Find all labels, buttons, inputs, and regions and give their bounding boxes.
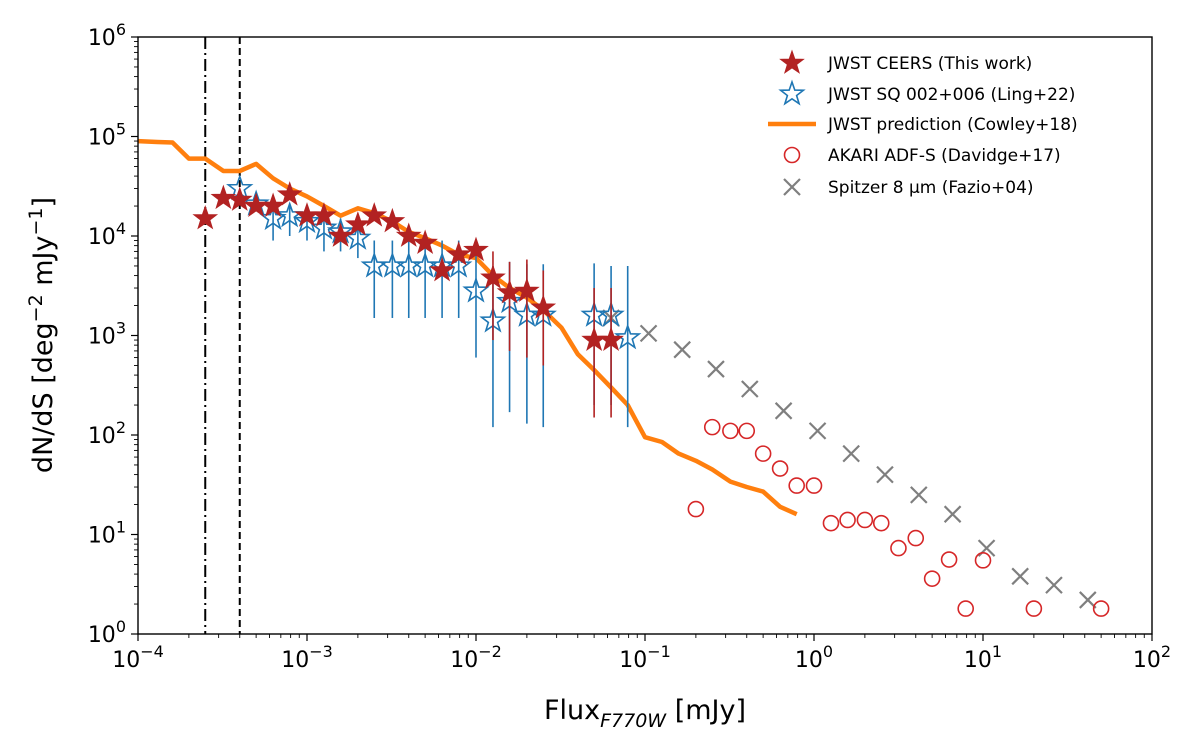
- y-tick-label: 100: [88, 617, 126, 648]
- open-circle-point: [957, 600, 974, 617]
- open-circle-point: [722, 422, 739, 440]
- open-star-point: [310, 213, 338, 240]
- filled-star-point: [345, 211, 371, 236]
- x-point: [741, 380, 759, 398]
- legend-label-spitzer: Spitzer 8 μm (Fazio+04): [828, 178, 1034, 198]
- x-tick-label: 10−3: [281, 642, 333, 673]
- filled-star-point: [226, 186, 253, 211]
- filled-star-point: [311, 202, 337, 227]
- legend-entry-spitzer: Spitzer 8 μm (Fazio+04): [783, 178, 1034, 198]
- x-tick-label: 101: [964, 642, 1002, 673]
- open-circle-point: [1025, 600, 1043, 617]
- filled-star-point: [463, 236, 489, 262]
- legend-label-cowley: JWST prediction (Cowley+18): [827, 115, 1078, 135]
- open-circle-point: [907, 529, 925, 547]
- open-circle-point: [805, 477, 823, 494]
- y-tick-label: 105: [88, 120, 126, 151]
- filled-star-point: [192, 204, 219, 230]
- x-point: [1045, 576, 1063, 594]
- legend-entry-cowley: JWST prediction (Cowley+18): [768, 115, 1078, 135]
- open-circle-point: [687, 500, 705, 518]
- open-circle-point: [890, 539, 907, 557]
- series-3: [687, 418, 1110, 617]
- y-axis-label: dN/dS [deg−2 mJy−1]: [25, 197, 59, 473]
- x-tick-label: 102: [1133, 642, 1171, 673]
- legend-entry-ling: JWST SQ 002+006 (Ling+22): [778, 79, 1075, 106]
- y-tick-label: 102: [88, 418, 126, 449]
- x-point: [1011, 567, 1029, 586]
- legend-entry-akari: AKARI ADF-S (Davidge+17): [783, 146, 1061, 166]
- series-2: [137, 138, 798, 517]
- legend-label-akari: AKARI ADF-S (Davidge+17): [828, 146, 1061, 166]
- open-circle-point: [703, 418, 721, 436]
- open-circle-point: [822, 514, 840, 532]
- filled-star-point: [210, 184, 237, 210]
- open-circle-point: [856, 511, 874, 529]
- y-tick-label: 106: [88, 20, 126, 51]
- x-tick-label: 10−4: [112, 642, 164, 673]
- filled-star-point: [327, 222, 354, 247]
- x-point: [639, 324, 658, 343]
- filled-star-point: [412, 229, 438, 254]
- reference-lines: [204, 37, 241, 634]
- filled-star-point: [379, 207, 406, 233]
- open-circle-point: [839, 511, 856, 529]
- x-point: [707, 360, 725, 378]
- open-circle-legend-icon: [783, 146, 801, 164]
- open-circle-point: [940, 551, 958, 568]
- filled-star-point: [361, 202, 388, 227]
- open-circle-point: [923, 570, 941, 587]
- filled-star-point: [276, 181, 303, 206]
- filled-star-point: [260, 192, 286, 217]
- filled-star-point: [395, 222, 422, 247]
- x-point: [774, 402, 793, 420]
- open-star-point: [293, 207, 321, 234]
- x-tick-label: 10−1: [619, 642, 671, 673]
- open-star-point: [614, 323, 642, 350]
- open-circle-point: [1092, 600, 1110, 617]
- filled-star-point: [445, 241, 472, 266]
- prediction-line: [137, 138, 798, 517]
- filled-star-point: [480, 264, 506, 289]
- filled-star-point: [598, 326, 624, 351]
- legend-label-ceers: JWST CEERS (This work): [827, 54, 1032, 74]
- series-4: [602, 309, 1097, 609]
- x-point: [842, 444, 860, 463]
- x-point: [673, 340, 691, 359]
- filled-star-point: [530, 294, 557, 319]
- filled-star-point: [429, 256, 455, 282]
- legend-label-ling: JWST SQ 002+006 (Ling+22): [827, 85, 1075, 105]
- x-tick-label: 100: [795, 642, 833, 673]
- filled-star-legend-icon: [779, 49, 805, 74]
- x-axis-label: FluxF770W [mJy]: [544, 695, 746, 732]
- open-star-point: [462, 276, 490, 303]
- y-tick-label: 104: [88, 219, 126, 250]
- open-star-point: [445, 251, 473, 278]
- open-circle-point: [788, 477, 805, 494]
- x-tick-label: 10−2: [450, 642, 502, 673]
- x-point: [910, 486, 928, 504]
- open-circle-point: [771, 460, 789, 477]
- y-tick-label: 103: [88, 319, 126, 350]
- filled-star-point: [514, 277, 540, 302]
- open-star-legend-icon: [778, 79, 806, 106]
- open-circle-point: [974, 552, 992, 569]
- x-marker-legend-icon: [783, 178, 801, 196]
- legend-entry-ceers: JWST CEERS (This work): [779, 49, 1032, 74]
- x-point: [808, 422, 827, 440]
- x-point: [1079, 591, 1097, 609]
- legend: JWST CEERS (This work) JWST SQ 002+006 (…: [768, 49, 1078, 198]
- x-point: [876, 465, 894, 484]
- open-circle-point: [754, 445, 772, 462]
- data-series: [137, 138, 1110, 617]
- series-0: [192, 181, 624, 418]
- y-tick-label: 101: [88, 518, 126, 549]
- open-circle-point: [738, 422, 756, 440]
- x-point: [943, 505, 962, 523]
- axes: 10−4 10−3 10−2 10−1 100 101 102 100 101 102 103 104…: [88, 20, 1171, 673]
- open-circle-point: [872, 514, 890, 532]
